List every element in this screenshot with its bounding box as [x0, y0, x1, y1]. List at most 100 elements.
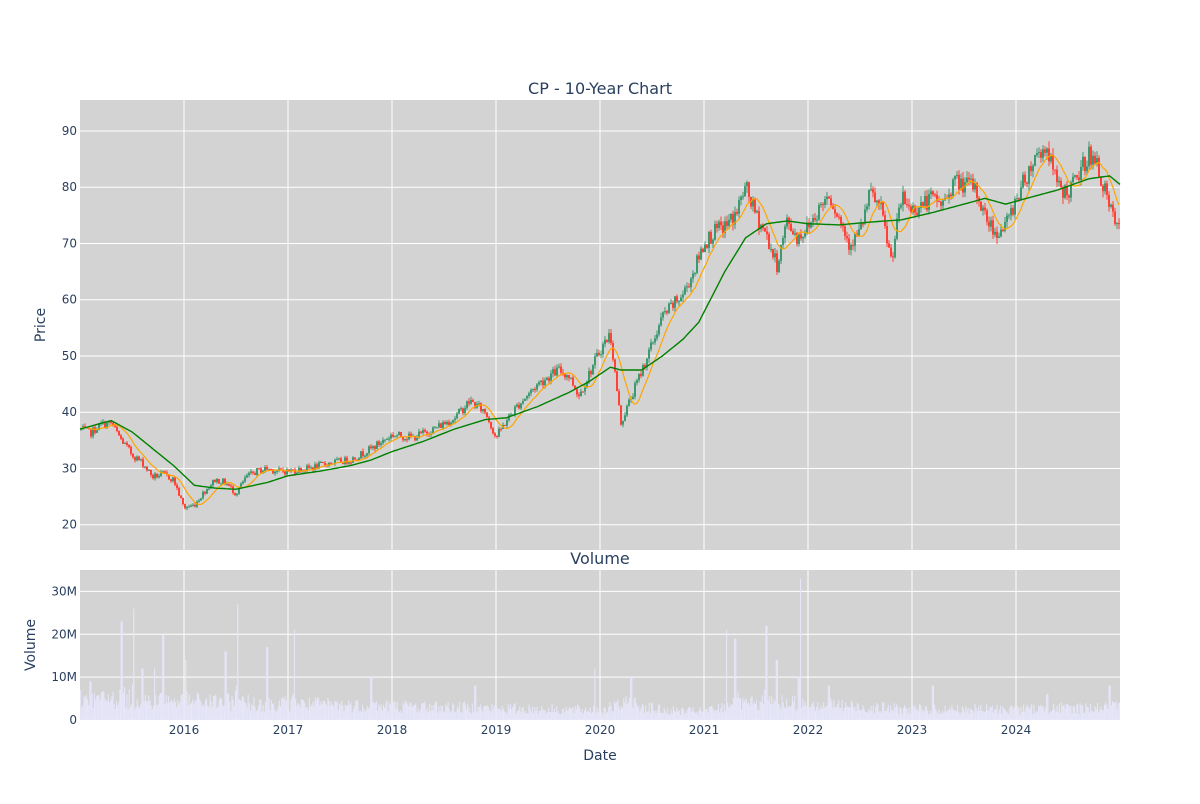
- volume-bar: [572, 706, 574, 720]
- volume-bar: [169, 702, 171, 720]
- volume-bar: [457, 708, 460, 720]
- volume-bar: [689, 706, 691, 720]
- volume-bar: [784, 708, 787, 720]
- volume-bar: [386, 700, 388, 720]
- volume-bar: [419, 709, 421, 720]
- volume-bar: [521, 707, 523, 720]
- candle-down: [562, 372, 564, 374]
- volume-bar: [999, 705, 1001, 720]
- candle-up: [646, 358, 648, 368]
- candle-up: [974, 182, 976, 190]
- volume-bar: [953, 711, 955, 720]
- candle-up: [556, 367, 558, 376]
- volume-bar: [798, 676, 800, 720]
- volume-bar: [635, 703, 637, 720]
- candle-up: [686, 286, 688, 288]
- volume-bar: [523, 712, 525, 720]
- volume-bar: [934, 704, 936, 720]
- candle-down: [258, 468, 260, 470]
- volume-bar: [786, 699, 788, 720]
- volume-bar: [731, 704, 733, 720]
- volume-bar: [558, 713, 560, 720]
- volume-bar: [684, 713, 686, 720]
- candle-up: [600, 354, 602, 356]
- candle-down: [766, 231, 768, 235]
- candle-up: [664, 311, 666, 313]
- volume-bar: [96, 696, 98, 720]
- volume-bar: [987, 709, 989, 720]
- volume-bar: [1044, 707, 1047, 720]
- volume-bar: [1028, 709, 1030, 720]
- candle-up: [982, 207, 984, 211]
- volume-bar: [84, 697, 86, 720]
- candle-up: [438, 423, 440, 428]
- candle-down: [904, 191, 906, 205]
- candle-down: [932, 191, 934, 195]
- candle-up: [298, 467, 300, 473]
- candle-down: [726, 221, 728, 226]
- volume-bar: [1017, 706, 1019, 720]
- candle-up: [692, 273, 694, 279]
- volume-bar: [982, 711, 984, 720]
- volume-bar: [279, 706, 282, 720]
- volume-bar: [365, 709, 367, 720]
- candle-up: [250, 471, 252, 473]
- volume-bar: [884, 710, 886, 720]
- volume-bar: [622, 707, 624, 720]
- candle-down: [1068, 195, 1070, 198]
- volume-bar: [989, 706, 991, 720]
- candle-down: [776, 253, 778, 273]
- candle-down: [176, 484, 178, 489]
- candle-up: [416, 437, 418, 441]
- volume-bar: [402, 702, 404, 720]
- volume-bar: [471, 703, 473, 720]
- volume-bar: [711, 705, 713, 720]
- volume-bar: [930, 713, 932, 720]
- volume-bar: [915, 709, 917, 720]
- candle-up: [942, 200, 944, 206]
- candle-up: [532, 389, 534, 391]
- candle-up: [446, 421, 448, 425]
- volume-bar: [848, 707, 850, 720]
- volume-bar: [261, 711, 263, 720]
- candle-down: [908, 205, 910, 207]
- volume-bar: [737, 691, 739, 720]
- volume-y-ticks: 0 10M 20M 30M: [51, 584, 77, 727]
- volume-bar: [583, 710, 585, 720]
- volume-bar: [543, 710, 545, 720]
- candle-down: [1048, 148, 1050, 162]
- candle-up: [902, 191, 904, 205]
- candle-down: [1026, 182, 1028, 184]
- volume-bar: [836, 704, 839, 720]
- volume-bar: [1019, 714, 1021, 720]
- volume-bar: [363, 708, 365, 720]
- volume-bar: [359, 710, 361, 720]
- volume-bar: [864, 711, 866, 720]
- candle-up: [246, 475, 248, 478]
- candle-down: [504, 424, 506, 426]
- volume-bar: [163, 634, 165, 720]
- candle-down: [980, 201, 982, 211]
- candle-down: [560, 366, 562, 373]
- volume-bar: [399, 712, 401, 720]
- volume-bar: [140, 704, 142, 720]
- volume-bar: [1062, 706, 1064, 720]
- volume-bar: [763, 704, 765, 720]
- volume-bar: [358, 711, 360, 720]
- volume-bar: [919, 704, 921, 720]
- volume-bar: [925, 706, 928, 720]
- candle-down: [836, 213, 838, 217]
- candle-up: [970, 178, 972, 180]
- volume-bar: [401, 712, 403, 720]
- volume-bar: [1118, 702, 1121, 720]
- candle-up: [158, 475, 160, 478]
- chart-title: CP - 10-Year Chart: [528, 79, 672, 98]
- volume-bar: [243, 697, 245, 720]
- volume-bar: [739, 698, 741, 720]
- candle-up: [442, 422, 444, 428]
- candle-down: [414, 435, 416, 441]
- candle-down: [104, 421, 106, 429]
- volume-bar: [858, 709, 861, 720]
- volume-bar: [625, 696, 627, 720]
- volume-bar: [1094, 706, 1096, 720]
